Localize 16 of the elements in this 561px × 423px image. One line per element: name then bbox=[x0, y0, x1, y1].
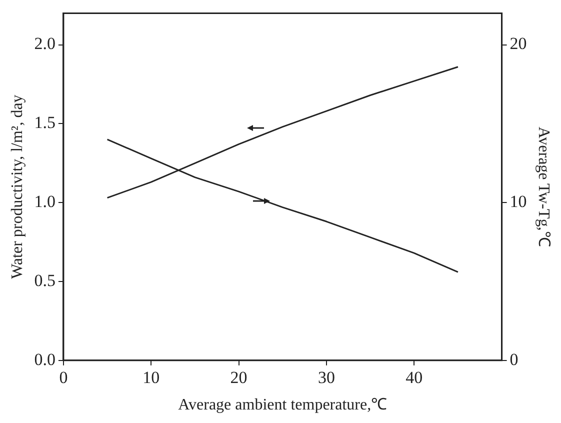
y-tick-label: 0.0 bbox=[34, 350, 56, 369]
y-tick-label: 0.5 bbox=[34, 270, 56, 290]
y-axis-title: Water productivity, l/m², day bbox=[8, 94, 26, 279]
y2-tick-label: 0 bbox=[510, 350, 518, 369]
y-tick-label: 2.0 bbox=[34, 34, 56, 54]
x-tick-label: 10 bbox=[142, 368, 160, 388]
y2-tick-label: 10 bbox=[510, 192, 527, 212]
x-tick-label: 20 bbox=[230, 368, 248, 388]
x-tick-label: 30 bbox=[318, 368, 335, 388]
y-tick-label: 1.0 bbox=[34, 192, 56, 212]
y2-axis-title: Average Tw-Tg,℃ bbox=[535, 126, 552, 247]
y2-tick-label: 20 bbox=[510, 34, 527, 54]
x-axis-title: Average ambient temperature,℃ bbox=[178, 396, 388, 414]
x-tick-label: 0 bbox=[59, 368, 68, 388]
x-tick-label: 40 bbox=[406, 368, 423, 388]
y-tick-label: 1.5 bbox=[34, 113, 56, 132]
